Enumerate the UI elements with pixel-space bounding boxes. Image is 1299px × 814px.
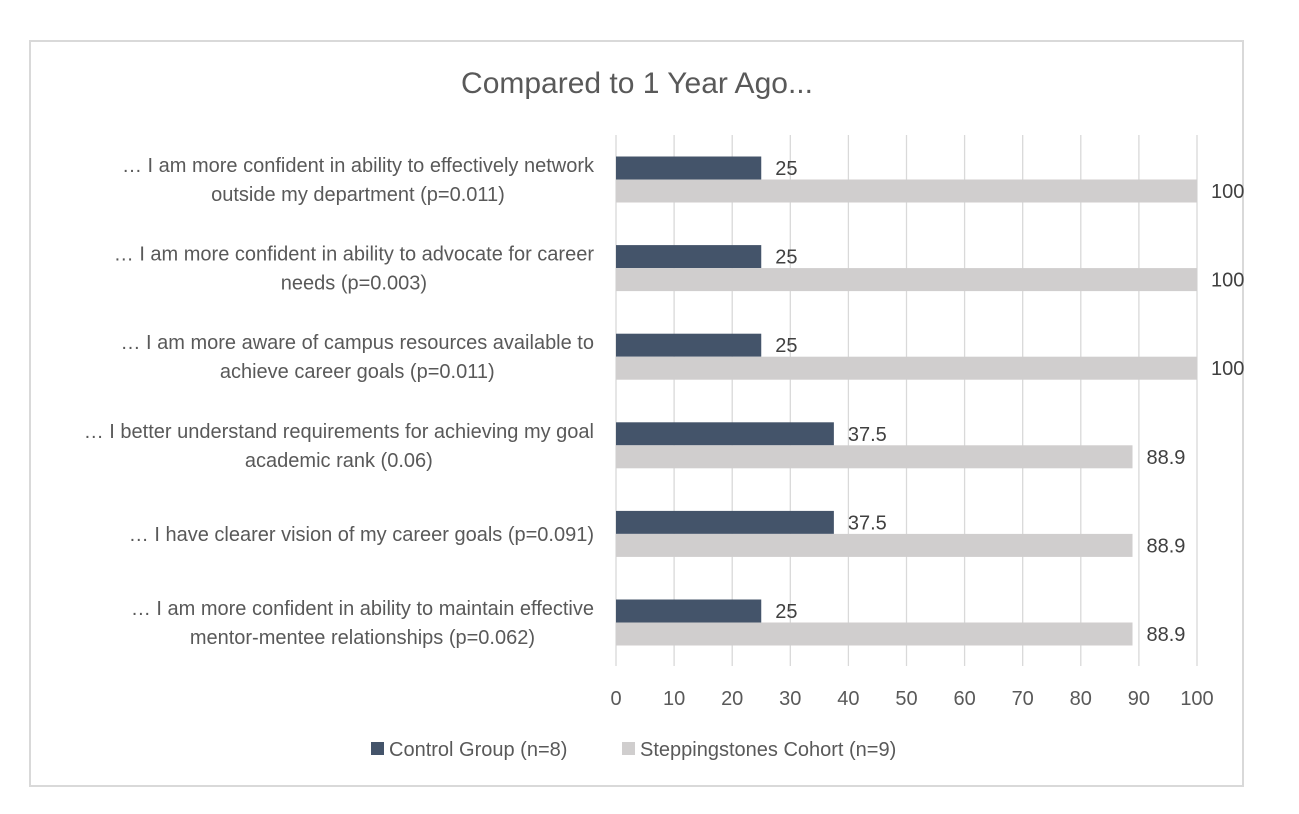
bar-control-group xyxy=(616,156,762,180)
legend: Control Group (n=8) Steppingstones Cohort… xyxy=(371,739,896,761)
x-tick-label: 80 xyxy=(1070,688,1092,710)
bar-steppingstones-cohort xyxy=(616,268,1197,292)
legend-swatch-steppingstones-cohort xyxy=(622,742,635,755)
category-label: … I am more confident in ability to main… xyxy=(131,598,594,649)
category-label-line: needs (p=0.003) xyxy=(281,273,427,295)
category-label: … I better understand requirements for a… xyxy=(84,421,594,472)
x-axis-ticks-layer: 0 10 20 30 40 50 60 70 80 90 100 xyxy=(610,688,1213,710)
bar-steppingstones-cohort xyxy=(616,533,1133,557)
category-label-line: … I am more aware of campus resources av… xyxy=(120,332,594,354)
bar-control-group xyxy=(616,599,762,623)
bar-steppingstones-cohort xyxy=(616,445,1133,469)
category-label-line: … I better understand requirements for a… xyxy=(84,421,594,443)
data-label: 25 xyxy=(775,601,797,623)
category-label-line: … I am more confident in ability to effe… xyxy=(122,155,595,177)
x-tick-label: 60 xyxy=(953,688,975,710)
category-label-line: … I am more confident in ability to main… xyxy=(131,598,594,620)
category-label-line: outside my department (p=0.011) xyxy=(211,184,505,206)
x-tick-label: 10 xyxy=(663,688,685,710)
bar-control-group xyxy=(616,333,762,357)
bar-control-group xyxy=(616,245,762,269)
category-label-line: … I am more confident in ability to advo… xyxy=(114,244,595,266)
data-label: 100 xyxy=(1211,181,1244,203)
data-labels-layer: 25 100 25 100 25 100 37.5 88.9 37.5 88.9 25 88.9 xyxy=(775,158,1244,646)
data-label: 25 xyxy=(775,247,797,269)
data-label: 100 xyxy=(1211,358,1244,380)
data-label: 88.9 xyxy=(1147,535,1186,557)
legend-label: Steppingstones Cohort (n=9) xyxy=(640,739,896,761)
bar-steppingstones-cohort xyxy=(616,356,1197,380)
x-tick-label: 100 xyxy=(1180,688,1213,710)
bar-steppingstones-cohort xyxy=(616,179,1197,203)
category-label: … I am more confident in ability to advo… xyxy=(114,244,595,295)
x-tick-label: 0 xyxy=(610,688,621,710)
category-label: … I have clearer vision of my career goa… xyxy=(129,524,594,546)
chart-title: Compared to 1 Year Ago... xyxy=(461,67,813,100)
data-label: 25 xyxy=(775,335,797,357)
data-label: 100 xyxy=(1211,270,1244,292)
category-label-line: academic rank (0.06) xyxy=(245,450,433,472)
x-tick-label: 70 xyxy=(1012,688,1034,710)
data-label: 37.5 xyxy=(848,512,887,534)
bar-steppingstones-cohort xyxy=(616,622,1133,646)
data-label: 88.9 xyxy=(1147,624,1186,646)
x-tick-label: 50 xyxy=(895,688,917,710)
x-tick-label: 30 xyxy=(779,688,801,710)
bar-control-group xyxy=(616,510,834,534)
category-label: … I am more aware of campus resources av… xyxy=(120,332,594,383)
bars-layer xyxy=(616,156,1197,646)
category-label: … I am more confident in ability to effe… xyxy=(122,155,595,206)
category-label-line: achieve career goals (p=0.011) xyxy=(220,361,495,383)
bar-control-group xyxy=(616,422,834,446)
x-tick-label: 20 xyxy=(721,688,743,710)
category-label-line: mentor-mentee relationships (p=0.062) xyxy=(190,627,535,649)
category-labels-layer: … I am more confident in ability to effe… xyxy=(84,155,595,649)
data-label: 88.9 xyxy=(1147,447,1186,469)
x-tick-label: 90 xyxy=(1128,688,1150,710)
data-label: 37.5 xyxy=(848,424,887,446)
legend-label: Control Group (n=8) xyxy=(389,739,567,761)
legend-swatch-control-group xyxy=(371,742,384,755)
data-label: 25 xyxy=(775,158,797,180)
x-tick-label: 40 xyxy=(837,688,859,710)
grid-layer xyxy=(615,135,1198,666)
category-label-line: … I have clearer vision of my career goa… xyxy=(129,524,594,546)
